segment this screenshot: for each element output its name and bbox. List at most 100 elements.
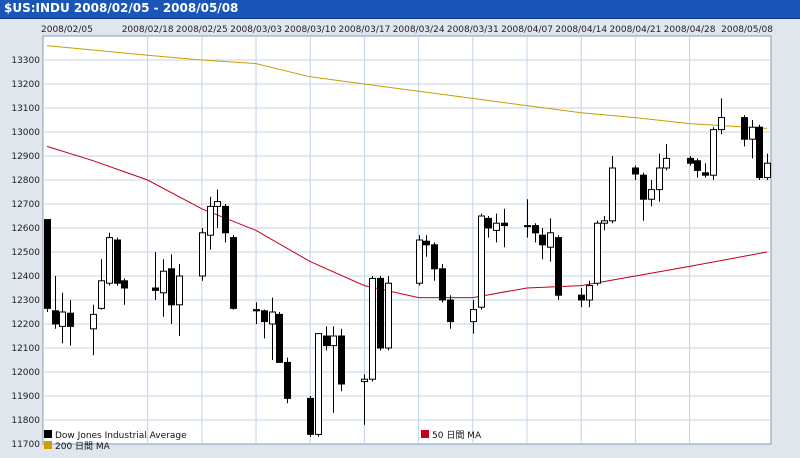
candle <box>385 276 392 351</box>
candle <box>90 304 97 356</box>
candle-body-up <box>106 237 113 284</box>
y-tick-label: 12500 <box>11 248 40 258</box>
candle-body-down <box>640 174 647 200</box>
y-axis: 11700 11800 11900 12000 12100 12200 12300 12400… <box>11 56 40 450</box>
candle <box>594 220 601 286</box>
candle <box>485 216 492 238</box>
candle-body-down <box>377 277 384 349</box>
candle-body-down <box>431 244 438 270</box>
candle <box>222 204 229 243</box>
candle <box>470 300 477 334</box>
candle <box>284 357 291 404</box>
legend-swatch <box>44 430 52 438</box>
y-tick-label: 12100 <box>11 344 40 354</box>
candle-body-down <box>555 237 562 296</box>
candle-body-up <box>710 129 717 176</box>
candle <box>741 115 748 147</box>
candle <box>555 235 562 300</box>
candle-body-up <box>749 126 756 140</box>
plot-background <box>42 35 772 445</box>
candle-body-up <box>90 313 97 330</box>
candle-body-up <box>764 162 771 179</box>
candle-body-up <box>207 205 214 236</box>
candle-body-down <box>230 237 237 309</box>
x-tick-label: 2008/02/05 <box>41 25 93 35</box>
x-tick-label: 2008/04/07 <box>501 25 553 35</box>
candle-body-up <box>385 282 392 349</box>
legend-label: Dow Jones Industrial Average <box>55 431 187 441</box>
candle <box>276 312 283 363</box>
y-tick-label: 12900 <box>11 152 40 162</box>
candle <box>718 98 725 135</box>
candle-body-down <box>307 397 314 435</box>
x-tick-label: 2008/03/10 <box>284 25 336 35</box>
candle <box>323 326 330 351</box>
candle-body-down <box>632 167 639 175</box>
candle-body-up <box>648 189 655 200</box>
candle-body-up <box>478 215 485 308</box>
candle <box>416 235 423 286</box>
candle-body-up <box>547 232 554 248</box>
candle-body-down <box>152 287 159 291</box>
candle-body-up <box>609 167 616 222</box>
candle <box>261 309 268 339</box>
candle <box>377 276 384 351</box>
candle-body-up <box>586 285 593 301</box>
candle <box>59 292 66 344</box>
candle-body-up <box>601 220 608 224</box>
candle-body-up <box>369 277 376 380</box>
candle <box>547 218 554 262</box>
legend-label: 200 日間 MA <box>55 441 111 452</box>
candle-body-down <box>687 157 694 164</box>
candle <box>199 228 206 281</box>
candle <box>431 242 438 281</box>
candle-body-down <box>741 117 748 140</box>
x-tick-label: 2008/04/28 <box>664 25 716 35</box>
candle-body-up <box>361 378 368 383</box>
candle-body-up <box>594 222 601 284</box>
candle <box>176 264 183 336</box>
candle-body-down <box>532 225 539 234</box>
candle-body-down <box>501 222 508 227</box>
candle <box>539 228 546 260</box>
candle <box>640 172 647 221</box>
title-bar: $US:INDU 2008/02/05 - 2008/05/08 <box>0 0 800 19</box>
candle-body-down <box>439 268 446 301</box>
candle-body-up <box>199 232 206 277</box>
candle-body-up <box>718 117 725 131</box>
candle-body-down <box>756 126 763 179</box>
candle-body-down <box>423 240 430 246</box>
x-tick-label: 2008/03/31 <box>447 25 499 35</box>
candle-body-down <box>52 310 59 325</box>
candle-body-up <box>98 280 105 309</box>
candle-body-down <box>447 299 454 323</box>
x-tick-label: 2008/04/21 <box>609 25 661 35</box>
candle-body-down <box>539 234 546 246</box>
y-tick-label: 12800 <box>11 176 40 186</box>
candle <box>315 333 322 437</box>
candle-body-up <box>330 335 337 347</box>
candle <box>207 196 214 250</box>
candle-body-down <box>253 309 260 312</box>
candle <box>493 213 500 243</box>
candle <box>44 219 51 312</box>
candle-body-up <box>176 275 183 306</box>
y-tick-label: 11900 <box>11 392 40 402</box>
candle-body-down <box>168 268 175 306</box>
x-tick-label: 2008/03/17 <box>338 25 390 35</box>
y-tick-label: 13200 <box>11 80 40 90</box>
candle <box>106 232 113 286</box>
candle-body-down <box>702 172 709 176</box>
y-tick-label: 13000 <box>11 128 40 138</box>
candle <box>121 278 128 305</box>
candle <box>230 235 237 310</box>
candle-body-down <box>578 294 585 301</box>
candlestick-chart: 11700 11800 11900 12000 12100 12200 12300 12400… <box>11 25 773 452</box>
candle-body-down <box>44 219 51 309</box>
candle-body-down <box>121 280 128 289</box>
candle <box>764 153 771 180</box>
candle <box>749 120 756 159</box>
candle <box>632 165 639 180</box>
candle-body-down <box>276 313 283 363</box>
